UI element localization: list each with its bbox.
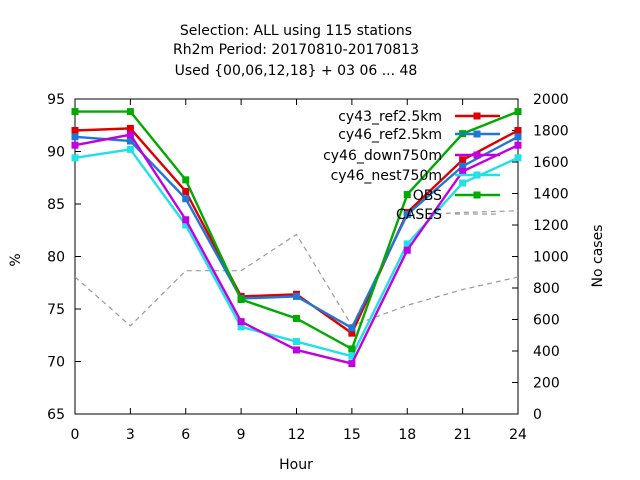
data-point-obs — [293, 314, 300, 322]
data-point-obs — [182, 176, 190, 184]
data-point-cy43-ref2-5km — [348, 329, 356, 337]
legend-label-cy43-ref2-5km: cy43_ref2.5km — [338, 109, 442, 125]
data-point-cy46-down750m — [403, 246, 411, 254]
y2-tick-label: 1800 — [533, 124, 569, 140]
data-point-cy46-nest750m — [71, 154, 79, 162]
data-point-cy46-nest750m — [126, 145, 134, 153]
y2-tick-label: 600 — [533, 313, 560, 329]
y-tick-label: 90 — [47, 145, 65, 161]
data-point-cy46-ref2-5km — [126, 137, 134, 145]
y2-tick-label: 800 — [533, 281, 560, 297]
data-point-obs — [126, 108, 134, 116]
legend-marker-obs — [473, 191, 481, 199]
data-point-cy46-ref2-5km — [403, 211, 411, 218]
y2-tick-label: 1200 — [533, 218, 569, 234]
y-axis-label: % — [8, 253, 24, 266]
legend-marker-cy46-down750m — [473, 151, 481, 159]
data-point-cy46-down750m — [348, 360, 356, 368]
axis-ticks: 0 3 6 9 12 15 18 21 24 65 70 75 80 85 90 95 0 200 400 600 80… — [47, 92, 568, 443]
data-point-obs — [348, 345, 356, 353]
chart-title: Selection: ALL using 115 stations Rh2m P… — [173, 23, 419, 79]
legend-label-cy46-ref2-5km: cy46_ref2.5km — [338, 127, 442, 143]
legend-marker-cy46-ref2-5km — [473, 130, 481, 138]
x-tick-label: 15 — [343, 427, 361, 443]
x-tick-label: 24 — [509, 427, 527, 443]
data-point-cy46-nest750m — [182, 221, 190, 229]
data-point-cy43-ref2-5km — [459, 156, 467, 164]
data-point-cy46-down750m — [182, 216, 190, 224]
data-point-cy46-down750m — [126, 131, 134, 139]
data-point-cy46-down750m — [237, 318, 245, 326]
data-point-obs — [71, 108, 79, 116]
data-point-obs — [514, 108, 522, 116]
data-point-cy46-nest750m — [403, 240, 411, 248]
y-tick-label: 85 — [47, 197, 65, 213]
y2-tick-label: 1000 — [533, 250, 569, 266]
data-point-obs — [403, 191, 411, 199]
data-point-cy46-ref2-5km — [514, 133, 522, 141]
title-line-1: Selection: ALL using 115 stations — [180, 23, 412, 39]
legend-label-cy46-nest750m: cy46_nest750m — [331, 168, 442, 184]
data-point-cy43-ref2-5km — [126, 124, 134, 132]
data-point-cy46-ref2-5km — [71, 133, 79, 141]
data-point-cy46-down750m — [293, 346, 300, 354]
data-point-obs — [237, 296, 245, 304]
series-line-cy46-nest750m — [74, 148, 519, 358]
legend-label-cases: CASES — [396, 207, 442, 223]
series-line-cases-secondary — [351, 210, 519, 327]
x-tick-label: 18 — [398, 427, 416, 443]
data-point-cy46-nest750m — [237, 323, 245, 331]
y2-tick-label: 400 — [533, 344, 560, 360]
data-point-cy46-nest750m — [459, 179, 467, 187]
series-layer — [71, 108, 522, 368]
y-tick-label: 75 — [47, 302, 65, 318]
data-point-cy43-ref2-5km — [71, 127, 79, 134]
legend: cy43_ref2.5km cy46_ref2.5km cy46_down750mc… — [323, 109, 500, 223]
y2-tick-label: 1400 — [533, 187, 569, 203]
y-tick-label: 80 — [47, 250, 65, 266]
data-point-cy46-ref2-5km — [348, 324, 356, 332]
y2-tick-label: 0 — [533, 407, 542, 423]
legend-marker-cy43-ref2-5km — [473, 112, 481, 120]
series-line-cases — [74, 233, 519, 327]
data-point-cy46-down750m — [514, 141, 522, 149]
y2-tick-label: 2000 — [533, 92, 569, 108]
data-point-cy46-ref2-5km — [293, 292, 300, 300]
legend-marker-cy46-nest750m — [473, 171, 481, 179]
y2-tick-label: 200 — [533, 376, 560, 392]
x-tick-label: 9 — [237, 427, 246, 443]
legend-label-obs: OBS — [413, 188, 442, 204]
series-line-obs — [75, 110, 519, 351]
title-line-3: Used {00,06,12,18} + 03 06 ... 48 — [175, 63, 418, 79]
x-tick-label: 12 — [288, 427, 306, 443]
y-tick-label: 70 — [47, 355, 65, 371]
y2-axis-label: No cases — [590, 225, 606, 288]
data-point-cy43-ref2-5km — [182, 187, 190, 195]
data-point-cy46-down750m — [71, 141, 79, 149]
legend-label-cy46-down750m: cy46_down750m — [323, 148, 442, 164]
x-tick-label: 6 — [181, 427, 190, 443]
data-point-cy46-ref2-5km — [459, 162, 467, 170]
y-tick-label: 95 — [47, 92, 65, 108]
y2-tick-label: 1600 — [533, 155, 569, 171]
x-tick-label: 3 — [126, 427, 135, 443]
data-point-cy46-nest750m — [293, 338, 300, 346]
data-point-cy46-nest750m — [514, 154, 522, 162]
data-point-cy46-down750m — [459, 167, 467, 175]
title-line-2: Rh2m Period: 20170810-20170813 — [173, 42, 419, 58]
x-axis-label: Hour — [279, 457, 313, 473]
data-point-cy43-ref2-5km — [514, 127, 522, 134]
data-point-cy46-nest750m — [348, 352, 356, 360]
data-point-cy46-ref2-5km — [182, 195, 190, 203]
series-line-cy43-ref2-5km — [74, 127, 519, 335]
y-tick-label: 65 — [47, 407, 65, 423]
x-tick-label: 0 — [71, 427, 80, 443]
x-tick-label: 21 — [454, 427, 472, 443]
